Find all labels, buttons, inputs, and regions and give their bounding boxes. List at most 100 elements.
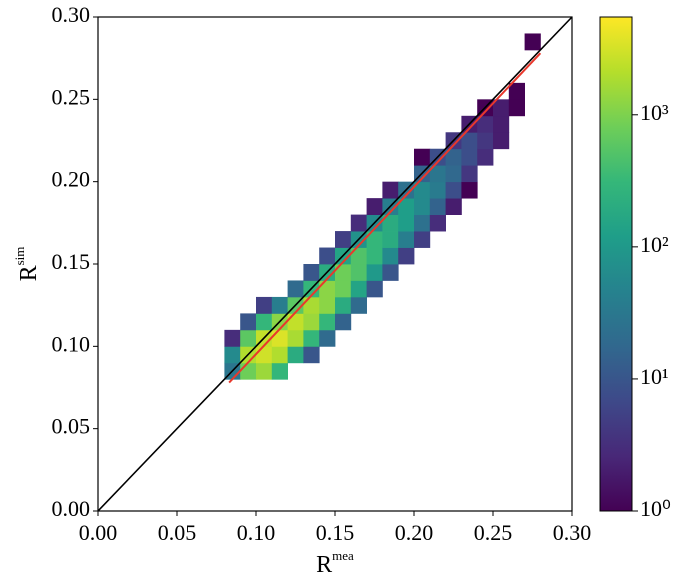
x-tick-label: 0.10 bbox=[237, 520, 276, 545]
hist-cell bbox=[477, 148, 494, 166]
hist-cell bbox=[350, 296, 367, 314]
hist-cell bbox=[366, 280, 383, 298]
y-tick-label: 0.10 bbox=[52, 331, 91, 356]
hist-cell bbox=[319, 296, 336, 314]
x-tick-label: 0.00 bbox=[79, 520, 118, 545]
hist-cell bbox=[445, 198, 462, 215]
hist-cell bbox=[350, 247, 367, 265]
hist-cell bbox=[256, 313, 273, 331]
y-tick-label: 0.00 bbox=[52, 496, 91, 521]
hist-cell bbox=[271, 329, 288, 347]
hist-cell bbox=[461, 148, 478, 166]
hist-cell bbox=[240, 313, 257, 331]
hist-cell bbox=[335, 231, 352, 248]
y-label-sup: sim bbox=[12, 247, 27, 266]
colorbar bbox=[599, 16, 633, 512]
hist-cell bbox=[271, 346, 288, 364]
hist-cell bbox=[445, 181, 462, 199]
hist-cell bbox=[382, 214, 399, 232]
colorbar-tick-label: 10² bbox=[640, 232, 669, 257]
y-tick-label: 0.25 bbox=[52, 84, 91, 109]
hist-cell bbox=[382, 181, 399, 199]
hist-cell bbox=[335, 280, 352, 298]
hist-cell bbox=[524, 33, 541, 51]
hist-cell bbox=[429, 214, 446, 232]
hist-cell bbox=[256, 362, 273, 380]
hist-cell bbox=[287, 280, 304, 298]
hist-cell bbox=[240, 329, 257, 347]
hist-cell bbox=[256, 346, 273, 364]
y-tick-label: 0.05 bbox=[52, 414, 91, 439]
y-label-base: R bbox=[16, 265, 42, 281]
hist-cell bbox=[398, 247, 415, 265]
hist-cell bbox=[382, 264, 399, 281]
x-label-base: R bbox=[316, 552, 332, 578]
y-tick-label: 0.30 bbox=[52, 2, 91, 27]
hist-cell bbox=[350, 264, 367, 281]
hist-cell bbox=[414, 198, 431, 215]
hist-cell bbox=[256, 296, 273, 314]
hist-cell bbox=[303, 264, 320, 281]
hist-cell bbox=[445, 165, 462, 183]
colorbar-tick-label: 10³ bbox=[640, 100, 669, 125]
hist-cell bbox=[508, 82, 525, 100]
hist-cell bbox=[303, 346, 320, 364]
hist-cell bbox=[382, 231, 399, 248]
hist-cell bbox=[493, 115, 510, 133]
hist-cell bbox=[271, 362, 288, 380]
reference-line bbox=[97, 16, 573, 512]
hist-cell bbox=[303, 329, 320, 347]
hist-cell bbox=[335, 296, 352, 314]
x-tick-label: 0.20 bbox=[395, 520, 434, 545]
colorbar-tick-label: 10⁰ bbox=[640, 496, 671, 521]
hist-cell bbox=[477, 115, 494, 133]
hist-cell bbox=[398, 214, 415, 232]
hist-cell bbox=[303, 313, 320, 331]
hist-cell bbox=[429, 198, 446, 215]
hist-cell bbox=[366, 198, 383, 215]
hist-cell bbox=[429, 181, 446, 199]
hist-cell bbox=[398, 231, 415, 248]
x-tick-label: 0.05 bbox=[158, 520, 197, 545]
hist-cell bbox=[366, 231, 383, 248]
hist-cell bbox=[271, 296, 288, 314]
hist-cell bbox=[461, 132, 478, 150]
hist-cell bbox=[303, 296, 320, 314]
hist-cell bbox=[319, 329, 336, 347]
y-tick-label: 0.15 bbox=[52, 249, 91, 274]
hist-cell bbox=[366, 264, 383, 281]
x-axis-label: Rmea bbox=[316, 548, 354, 578]
hist-cell bbox=[335, 264, 352, 281]
hist-cell bbox=[224, 346, 241, 364]
hist-cell bbox=[461, 181, 478, 199]
hist-cell bbox=[287, 313, 304, 331]
x-label-sup: mea bbox=[332, 548, 354, 563]
hist-cell bbox=[493, 132, 510, 150]
hist-cell bbox=[414, 231, 431, 248]
hist-cell bbox=[414, 181, 431, 199]
x-tick-label: 0.15 bbox=[316, 520, 355, 545]
hist-cell bbox=[461, 165, 478, 183]
reference-line bbox=[228, 52, 542, 384]
hist-cell bbox=[508, 99, 525, 117]
hist-cell bbox=[224, 329, 241, 347]
hist-cell bbox=[350, 280, 367, 298]
y-axis-label: Rsim bbox=[12, 247, 42, 282]
hist-cell bbox=[414, 148, 431, 166]
colorbar-tick-label: 10¹ bbox=[640, 364, 669, 389]
hist-cell bbox=[240, 362, 257, 380]
hist-cell bbox=[319, 280, 336, 298]
hist-cell bbox=[398, 198, 415, 215]
x-tick-label: 0.25 bbox=[474, 520, 513, 545]
hist-cell bbox=[429, 165, 446, 183]
hist-cell bbox=[350, 214, 367, 232]
x-tick-label: 0.30 bbox=[553, 520, 592, 545]
hist-cell bbox=[493, 99, 510, 117]
hist-cell bbox=[319, 313, 336, 331]
hist-cell bbox=[335, 313, 352, 331]
hist-cell bbox=[319, 247, 336, 265]
hist-cell bbox=[287, 346, 304, 364]
hist-cell bbox=[414, 214, 431, 232]
y-tick-label: 0.20 bbox=[52, 167, 91, 192]
